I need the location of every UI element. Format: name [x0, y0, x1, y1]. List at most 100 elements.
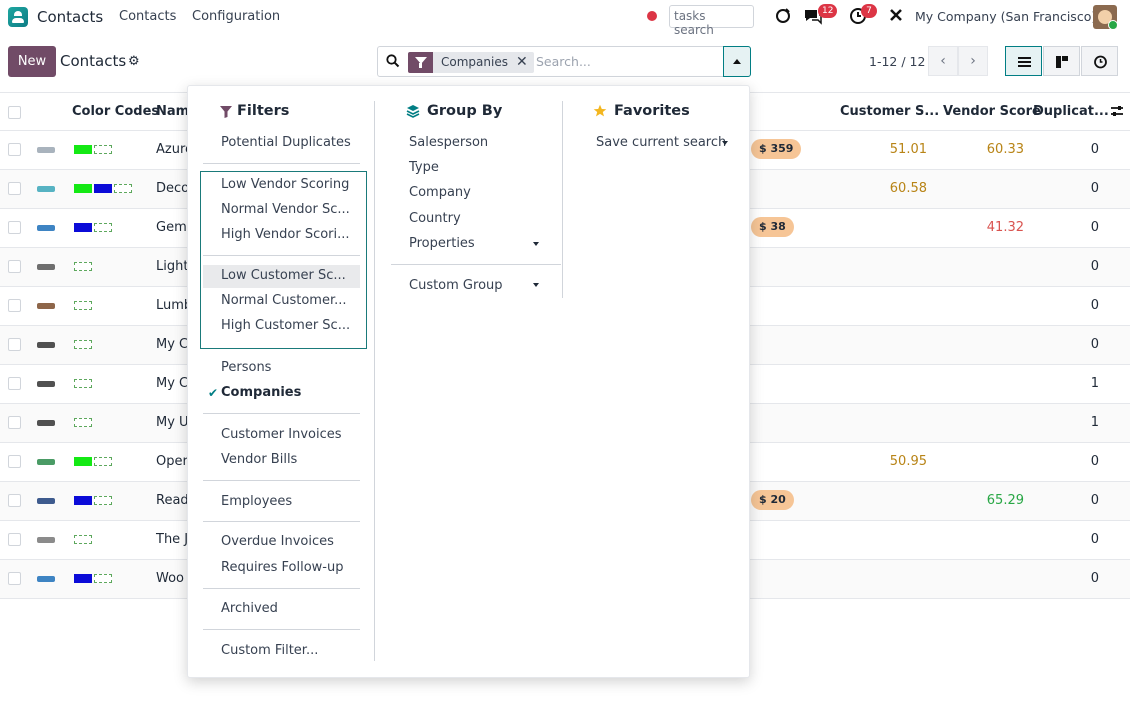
color-code-swatch [74, 496, 92, 505]
add-custom-group-select[interactable]: Custom Group [409, 278, 503, 293]
facet-value: Companies [441, 55, 508, 69]
filter-persons[interactable]: Persons [221, 360, 272, 375]
group-by-type[interactable]: Type [409, 160, 439, 175]
duplicates-value: 0 [1090, 259, 1099, 274]
color-code-swatch [94, 457, 112, 466]
contacts-app-icon[interactable] [8, 7, 28, 27]
group-by-company[interactable]: Company [409, 185, 471, 200]
tools-icon[interactable] [886, 7, 906, 27]
kanban-view-button[interactable] [1043, 46, 1080, 76]
column-duplicates[interactable]: Duplicat... [1033, 104, 1109, 119]
contact-name[interactable]: Read [156, 493, 189, 508]
duplicates-value: 0 [1090, 298, 1099, 313]
contact-name[interactable]: Azure [156, 142, 194, 157]
contact-name[interactable]: My C [156, 376, 189, 391]
pager-previous-button[interactable]: ‹ [928, 46, 958, 76]
new-button[interactable]: New [8, 46, 56, 77]
close-icon[interactable]: ✕ [515, 54, 528, 70]
filter-low-vendor-scoring[interactable]: Low Vendor Scoring [221, 177, 350, 192]
search-input[interactable]: Search... [536, 54, 591, 69]
nav-app-name[interactable]: Contacts [37, 8, 104, 26]
filter-high-customer-scoring[interactable]: High Customer Sc... [221, 318, 351, 333]
filter-low-customer-scoring[interactable]: Low Customer Sc... [221, 268, 346, 283]
filter-normal-customer-scoring[interactable]: Normal Customer... [221, 293, 347, 308]
row-checkbox[interactable] [8, 221, 21, 234]
row-checkbox[interactable] [8, 455, 21, 468]
color-code-swatch [74, 457, 92, 466]
filter-overdue-invoices[interactable]: Overdue Invoices [221, 534, 334, 549]
filter-potential-duplicates[interactable]: Potential Duplicates [221, 135, 351, 150]
contact-name[interactable]: Oper [156, 454, 188, 469]
divider [203, 521, 360, 522]
column-customer-score[interactable]: Customer S... [840, 104, 940, 119]
duplicates-value: 0 [1090, 337, 1099, 352]
nav-menu-contacts[interactable]: Contacts [119, 9, 177, 24]
contact-name[interactable]: My U [156, 415, 189, 430]
column-name[interactable]: Nam [156, 104, 190, 119]
customer-score-value: 60.58 [889, 181, 927, 196]
recording-indicator-icon[interactable] [647, 11, 657, 21]
color-code-swatch [94, 574, 112, 583]
filter-archived[interactable]: Archived [221, 601, 278, 616]
refresh-icon[interactable] [773, 7, 793, 27]
row-checkbox[interactable] [8, 377, 21, 390]
user-avatar[interactable] [1093, 5, 1117, 29]
tasks-search-field[interactable]: tasks search [669, 5, 754, 37]
page-title[interactable]: Contacts [60, 52, 127, 70]
filter-requires-follow-up[interactable]: Requires Follow-up [221, 560, 344, 575]
vendor-score-value: 65.29 [986, 493, 1024, 508]
search-bar[interactable]: Companies ✕ Search... [377, 46, 751, 77]
duplicates-value: 0 [1090, 181, 1099, 196]
vendor-score-value: 41.32 [986, 220, 1024, 235]
color-code-swatch [94, 145, 112, 154]
group-by-properties[interactable]: Properties [409, 236, 475, 251]
column-vendor-score[interactable]: Vendor Score [943, 104, 1041, 119]
search-icon[interactable] [386, 54, 400, 68]
row-checkbox[interactable] [8, 260, 21, 273]
contact-name[interactable]: Light [156, 259, 189, 274]
group-by-heading: Group By [427, 103, 503, 119]
add-custom-filter[interactable]: Custom Filter... [221, 643, 319, 658]
activity-view-button[interactable] [1081, 46, 1118, 76]
select-all-checkbox[interactable] [8, 106, 21, 119]
search-facet[interactable]: Companies ✕ [408, 52, 534, 73]
contact-name[interactable]: Gemi [156, 220, 191, 235]
duplicates-value: 0 [1090, 142, 1099, 157]
contact-name[interactable]: Woo [156, 571, 184, 586]
pager-next-button[interactable]: › [958, 46, 988, 76]
group-by-country[interactable]: Country [409, 211, 461, 226]
search-panel-toggle-button[interactable] [723, 46, 751, 77]
filter-vendor-bills[interactable]: Vendor Bills [221, 452, 298, 467]
nav-menu-configuration[interactable]: Configuration [192, 9, 281, 24]
row-checkbox[interactable] [8, 494, 21, 507]
filter-high-vendor-scoring[interactable]: High Vendor Scori... [221, 227, 350, 242]
filter-employees[interactable]: Employees [221, 494, 293, 509]
save-current-search[interactable]: Save current search [596, 135, 727, 150]
group-by-salesperson[interactable]: Salesperson [409, 135, 489, 150]
pager-value[interactable]: 1-12 / 12 [869, 54, 926, 69]
row-checkbox[interactable] [8, 416, 21, 429]
row-checkbox[interactable] [8, 182, 21, 195]
hover-highlight [203, 265, 360, 288]
gear-icon[interactable]: ⚙ [128, 54, 140, 69]
filter-icon [220, 106, 232, 118]
company-logo [34, 338, 58, 352]
row-checkbox[interactable] [8, 338, 21, 351]
row-checkbox[interactable] [8, 572, 21, 585]
favorites-heading: Favorites [614, 103, 690, 119]
contact-name[interactable]: Lumb [156, 298, 193, 313]
column-color-codes[interactable]: Color Codes [72, 104, 160, 119]
row-checkbox[interactable] [8, 533, 21, 546]
row-checkbox[interactable] [8, 143, 21, 156]
optional-columns-icon[interactable] [1109, 103, 1125, 123]
duplicates-value: 0 [1090, 220, 1099, 235]
contact-name[interactable]: My C [156, 337, 189, 352]
filter-normal-vendor-scoring[interactable]: Normal Vendor Sc... [221, 202, 350, 217]
filter-companies[interactable]: Companies [221, 385, 302, 400]
filter-customer-invoices[interactable]: Customer Invoices [221, 427, 342, 442]
company-switcher[interactable]: My Company (San Francisco) [915, 9, 1097, 24]
contact-name[interactable]: The J [156, 532, 189, 547]
list-view-button[interactable] [1005, 46, 1042, 76]
row-checkbox[interactable] [8, 299, 21, 312]
contact-name[interactable]: Deco [156, 181, 190, 196]
